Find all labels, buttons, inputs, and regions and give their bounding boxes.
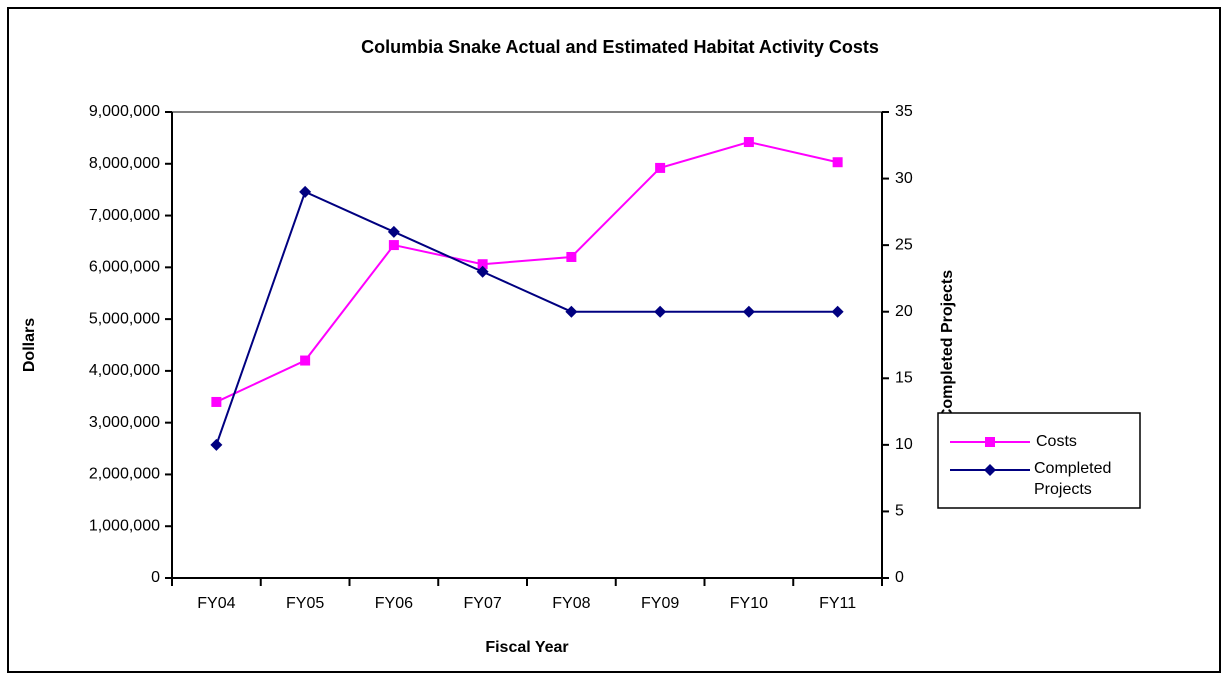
point: [831, 305, 844, 318]
y2-tick-label: 10: [895, 436, 913, 453]
y2-tick-label: 20: [895, 303, 913, 320]
y2-tick-label: 5: [895, 503, 904, 520]
point: [743, 137, 754, 148]
point: [211, 396, 222, 407]
series-line: [215, 140, 838, 403]
point: [210, 438, 223, 451]
x-tick-label: FY09: [641, 595, 679, 612]
y-tick-label: 2,000,000: [89, 466, 160, 483]
point: [566, 251, 577, 262]
y-tick-label: 5,000,000: [89, 310, 160, 327]
point: [300, 355, 311, 366]
point: [476, 265, 489, 278]
x-tick-label: FY10: [730, 595, 768, 612]
legend-marker: [984, 464, 996, 476]
y-tick-label: 3,000,000: [89, 414, 160, 431]
y-axis-label: Dollars: [21, 318, 38, 372]
y2-tick-label: 30: [895, 170, 913, 187]
y2-axis-label: Completed Projects: [939, 270, 956, 420]
legend-label: Costs: [1036, 433, 1077, 450]
chart-border: [7, 7, 1221, 673]
x-tick-label: FY05: [286, 595, 324, 612]
y-tick-label: 1,000,000: [89, 517, 160, 534]
x-tick-label: FY07: [464, 595, 502, 612]
chart-title: Columbia Snake Actual and Estimated Habi…: [361, 37, 879, 57]
legend-label: Completed Projects: [1034, 460, 1112, 498]
point: [388, 240, 399, 251]
y-tick-label: 0: [151, 569, 160, 586]
y2-tick-label: 25: [895, 236, 913, 253]
y-tick-label: 9,000,000: [89, 103, 160, 120]
point: [655, 162, 666, 173]
x-tick-label: FY08: [552, 595, 590, 612]
point: [477, 259, 488, 270]
point: [299, 185, 312, 198]
x-axis-label: Fiscal Year: [485, 639, 568, 656]
point: [565, 305, 578, 318]
point: [387, 225, 400, 238]
point: [832, 157, 843, 168]
legend-marker: [985, 437, 995, 447]
series-line: [215, 190, 838, 446]
y-tick-label: 6,000,000: [89, 259, 160, 276]
point: [654, 305, 667, 318]
y2-tick-label: 35: [895, 103, 913, 120]
y-tick-label: 4,000,000: [89, 362, 160, 379]
legend-box: [937, 412, 1141, 509]
point: [742, 305, 755, 318]
x-tick-label: FY06: [375, 595, 413, 612]
y2-tick-label: 15: [895, 370, 913, 387]
y-tick-label: 7,000,000: [89, 207, 160, 224]
x-tick-label: FY11: [819, 595, 856, 612]
x-tick-label: FY04: [197, 595, 235, 612]
y2-tick-label: 0: [895, 569, 904, 586]
y-tick-label: 8,000,000: [89, 155, 160, 172]
